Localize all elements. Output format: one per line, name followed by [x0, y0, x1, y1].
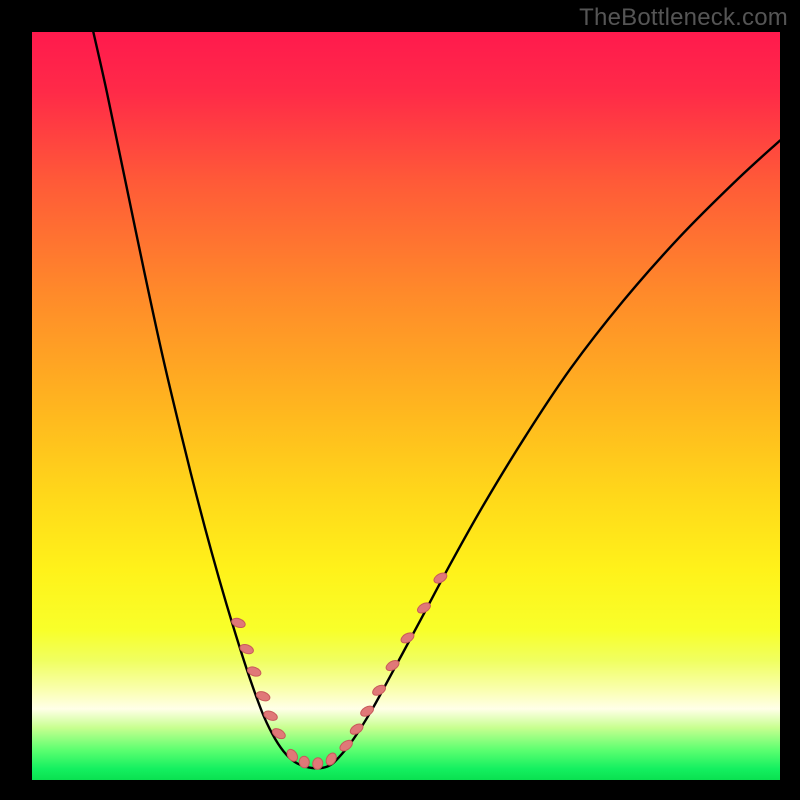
plot-frame: [32, 32, 780, 780]
chart-stage: TheBottleneck.com: [0, 0, 800, 800]
plot-area: [32, 32, 780, 780]
watermark-text: TheBottleneck.com: [579, 4, 788, 32]
plot-svg: [32, 32, 780, 780]
gradient-background: [32, 32, 780, 780]
